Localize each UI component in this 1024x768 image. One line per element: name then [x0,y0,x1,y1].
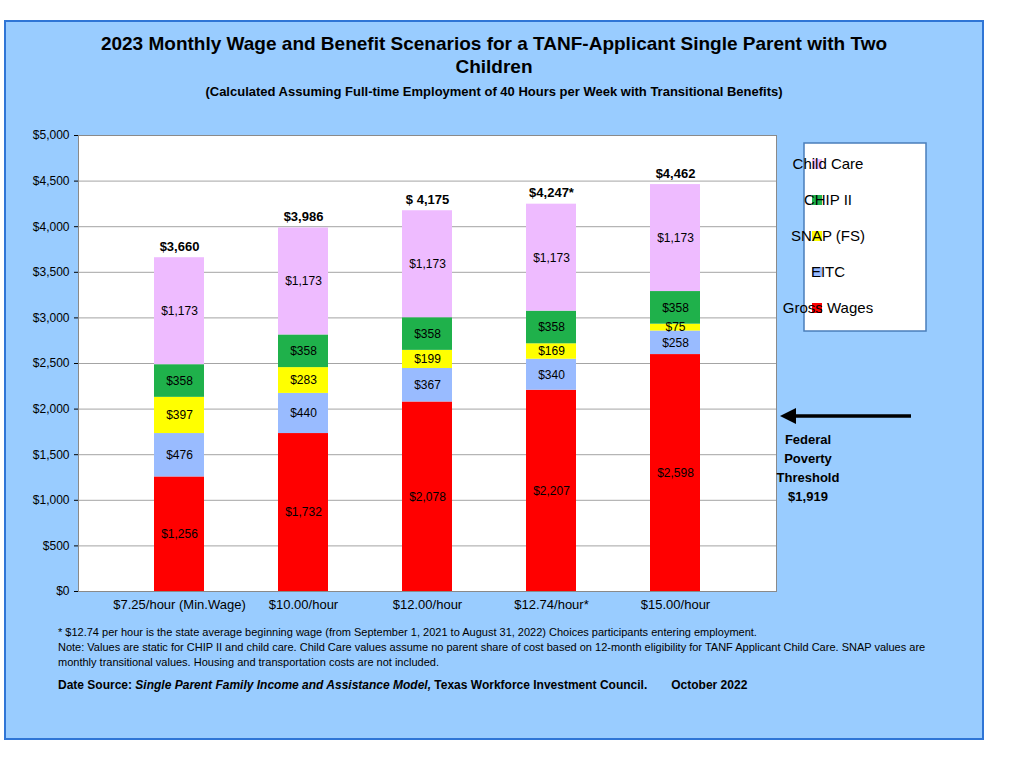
svg-text:$5,000: $5,000 [33,128,70,142]
svg-text:$3,986: $3,986 [284,209,324,224]
svg-text:$1,000: $1,000 [33,493,70,507]
svg-text:$75: $75 [665,320,685,334]
svg-text:$4,000: $4,000 [33,220,70,234]
svg-text:$3,500: $3,500 [33,265,70,279]
svg-text:$2,000: $2,000 [33,402,70,416]
svg-text:$3,660: $3,660 [160,239,200,254]
html-text:Note: Values are static for CH: Note: Values are static for CHIP II and … [58,641,926,668]
html-text:(Calculated Assuming Full-time: (Calculated Assuming Full-time Employmen… [205,84,783,99]
svg-text:Gross Wages: Gross Wages [783,299,873,316]
svg-text:Child Care: Child Care [793,155,864,172]
svg-text:$12.00/hour: $12.00/hour [393,597,463,612]
svg-text:CHIP II: CHIP II [804,191,852,208]
svg-text:$358: $358 [290,344,317,358]
svg-text:$1,256: $1,256 [161,527,198,541]
svg-text:$1,500: $1,500 [33,448,70,462]
svg-text:$2,207: $2,207 [533,484,570,498]
svg-text:$1,173: $1,173 [409,257,446,271]
svg-text:$199: $199 [414,352,441,366]
svg-text:$283: $283 [290,373,317,387]
svg-text:$1,173: $1,173 [533,251,570,265]
svg-text:$7.25/hour (Min.Wage): $7.25/hour (Min.Wage) [113,597,245,612]
html-text:* $12.74 per hour is the state: * $12.74 per hour is the state average b… [58,626,757,638]
svg-text:$476: $476 [166,448,193,462]
svg-text:$2,598: $2,598 [657,466,694,480]
svg-text:Federal: Federal [785,432,831,447]
svg-text:EITC: EITC [811,263,845,280]
svg-text:$2,078: $2,078 [409,490,446,504]
svg-text:$1,173: $1,173 [161,304,198,318]
svg-text:$ 4,175: $ 4,175 [406,192,449,207]
svg-text:$258: $258 [662,336,689,350]
svg-text:Poverty: Poverty [784,451,832,466]
svg-text:$2,500: $2,500 [33,356,70,370]
svg-text:$1,732: $1,732 [285,505,322,519]
svg-text:$1,173: $1,173 [657,231,694,245]
svg-text:$358: $358 [662,301,689,315]
html-text:October 2022: October 2022 [671,678,748,692]
svg-text:$1,919: $1,919 [788,489,828,504]
svg-text:$0: $0 [56,584,70,598]
svg-text:$340: $340 [538,368,565,382]
svg-text:Threshold: Threshold [777,470,840,485]
svg-text:SNAP (FS): SNAP (FS) [791,227,865,244]
svg-text:$4,462: $4,462 [656,166,696,181]
html-text:Date Source: Single Parent Fam: Date Source: Single Parent Family Income… [58,678,648,692]
svg-text:$358: $358 [166,374,193,388]
svg-text:$397: $397 [166,408,193,422]
svg-text:$169: $169 [538,344,565,358]
svg-text:$4,247*: $4,247* [529,185,575,200]
svg-text:$4,500: $4,500 [33,174,70,188]
svg-text:$15.00/hour: $15.00/hour [641,597,711,612]
svg-text:$440: $440 [290,406,317,420]
svg-text:$358: $358 [414,327,441,341]
svg-text:$500: $500 [43,539,70,553]
svg-text:$367: $367 [414,378,441,392]
svg-text:$3,000: $3,000 [33,311,70,325]
svg-text:$358: $358 [538,320,565,334]
svg-text:$1,173: $1,173 [285,274,322,288]
svg-text:$10.00/hour: $10.00/hour [269,597,339,612]
html-text:2023 Monthly Wage and Benefit: 2023 Monthly Wage and Benefit Scenarios … [100,33,888,77]
svg-text:$12.74/hour*: $12.74/hour* [514,597,588,612]
